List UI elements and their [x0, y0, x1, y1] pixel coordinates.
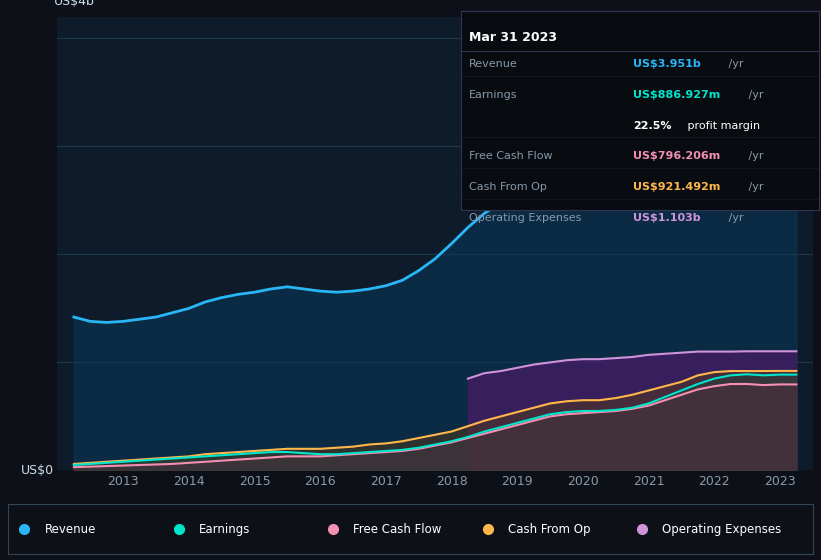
Text: /yr: /yr — [725, 213, 743, 223]
Text: US$1.103b: US$1.103b — [633, 213, 700, 223]
Text: Operating Expenses: Operating Expenses — [469, 213, 581, 223]
Text: Mar 31 2023: Mar 31 2023 — [469, 31, 557, 44]
Text: Earnings: Earnings — [199, 522, 250, 536]
Text: US$0: US$0 — [21, 464, 53, 477]
Text: Revenue: Revenue — [44, 522, 96, 536]
Text: /yr: /yr — [745, 151, 764, 161]
Text: Operating Expenses: Operating Expenses — [663, 522, 782, 536]
Text: US$921.492m: US$921.492m — [633, 182, 720, 192]
Text: US$796.206m: US$796.206m — [633, 151, 720, 161]
Text: US$4b: US$4b — [53, 0, 94, 8]
Text: Free Cash Flow: Free Cash Flow — [469, 151, 553, 161]
Text: profit margin: profit margin — [684, 120, 760, 130]
Text: Cash From Op: Cash From Op — [469, 182, 547, 192]
Text: /yr: /yr — [745, 182, 764, 192]
Text: US$886.927m: US$886.927m — [633, 90, 720, 100]
Text: US$3.951b: US$3.951b — [633, 59, 700, 69]
Text: /yr: /yr — [725, 59, 743, 69]
Text: Cash From Op: Cash From Op — [508, 522, 590, 536]
Text: Free Cash Flow: Free Cash Flow — [353, 522, 442, 536]
Text: /yr: /yr — [745, 90, 764, 100]
Text: Revenue: Revenue — [469, 59, 517, 69]
Text: 22.5%: 22.5% — [633, 120, 672, 130]
Text: Earnings: Earnings — [469, 90, 517, 100]
